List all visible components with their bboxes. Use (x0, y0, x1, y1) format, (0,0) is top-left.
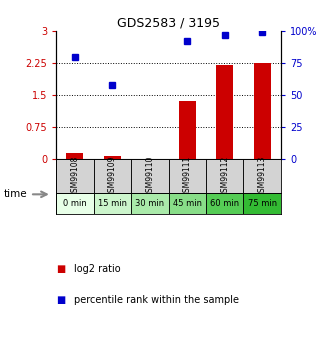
Bar (104, 156, 121, 159)
Text: 45 min: 45 min (173, 199, 202, 208)
Bar (66, 152, 83, 159)
Text: log2 ratio: log2 ratio (74, 264, 120, 274)
Bar (131, 159, 169, 193)
Text: GSM99113: GSM99113 (258, 156, 267, 197)
Bar (206, 159, 243, 193)
Text: ■: ■ (56, 295, 65, 305)
Text: 15 min: 15 min (98, 199, 127, 208)
Bar (254, 63, 271, 159)
Bar (243, 159, 281, 193)
Text: ■: ■ (56, 264, 65, 274)
Bar (94, 193, 131, 214)
Bar (94, 159, 131, 193)
Text: percentile rank within the sample: percentile rank within the sample (74, 295, 239, 305)
Text: GSM99108: GSM99108 (70, 156, 79, 197)
Bar (56, 193, 94, 214)
Bar (169, 193, 206, 214)
Text: 30 min: 30 min (135, 199, 164, 208)
Bar (131, 193, 169, 214)
Text: GSM99109: GSM99109 (108, 156, 117, 197)
Text: time: time (3, 189, 27, 199)
Bar (56, 159, 94, 193)
Text: 60 min: 60 min (210, 199, 239, 208)
Bar (169, 159, 206, 193)
Text: 0 min: 0 min (63, 199, 87, 208)
Bar (206, 193, 243, 214)
Bar (243, 193, 281, 214)
Text: GSM99110: GSM99110 (145, 156, 154, 197)
Text: GSM99112: GSM99112 (220, 156, 229, 197)
Title: GDS2583 / 3195: GDS2583 / 3195 (117, 17, 220, 30)
Bar (179, 101, 196, 159)
Bar (216, 65, 233, 159)
Text: 75 min: 75 min (247, 199, 277, 208)
Text: GSM99111: GSM99111 (183, 156, 192, 197)
